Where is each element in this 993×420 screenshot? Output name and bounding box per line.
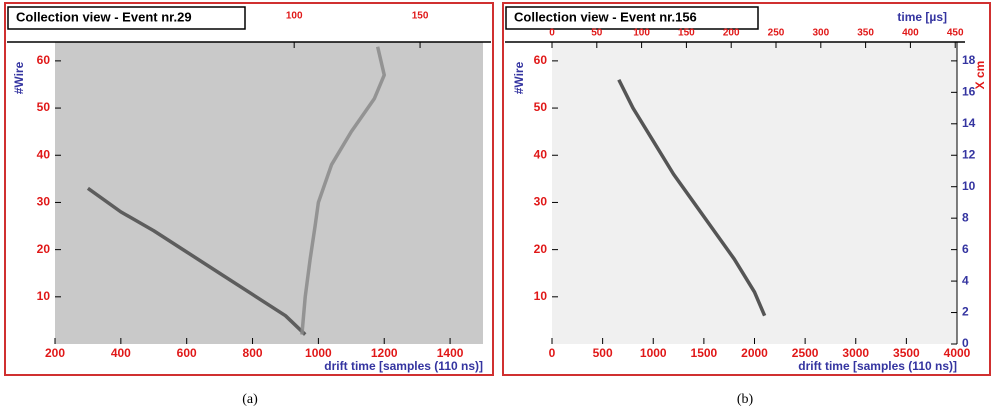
y-tick-label: 20: [534, 242, 548, 256]
y-tick-label: 20: [37, 242, 51, 256]
x2-tick-label: 350: [857, 28, 874, 39]
x-tick-label: 3000: [842, 346, 869, 360]
x-tick-label: 1200: [371, 346, 398, 360]
y2-tick-label: 2: [962, 305, 969, 319]
panel-title: Collection view - Event nr.29: [16, 9, 192, 24]
plot-area: [55, 42, 483, 344]
x2-axis-title: time [µs]: [897, 10, 947, 24]
x2-tick-label: 200: [723, 28, 740, 39]
x-tick-label: 1000: [640, 346, 667, 360]
x-axis-title: drift time [samples (110 ns)]: [324, 359, 483, 373]
x-tick-label: 1500: [691, 346, 718, 360]
x-tick-label: 400: [111, 346, 131, 360]
x2-tick-label: 150: [678, 28, 695, 39]
y-tick-label: 50: [534, 100, 548, 114]
panel-title: Collection view - Event nr.156: [514, 9, 697, 24]
x2-tick-label: 450: [947, 28, 964, 39]
caption: (a): [242, 392, 258, 407]
x2-tick-label: 0: [549, 28, 555, 39]
y2-tick-label: 18: [962, 53, 976, 67]
panel-border: [4, 2, 494, 376]
x2-tick-label: 250: [768, 28, 785, 39]
track: [86, 186, 307, 336]
x2-tick-label: 100: [633, 28, 650, 39]
track: [617, 78, 767, 317]
y2-tick-label: 4: [962, 273, 969, 287]
x-tick-label: 200: [45, 346, 65, 360]
plot-area: [552, 42, 957, 344]
y-tick-label: 60: [37, 53, 51, 67]
x-tick-label: 0: [549, 346, 556, 360]
track: [300, 46, 386, 335]
y-axis-title: #Wire: [512, 61, 526, 94]
x-tick-label: 1400: [437, 346, 464, 360]
y2-tick-label: 14: [962, 116, 976, 130]
y2-tick-label: 8: [962, 210, 969, 224]
y2-tick-label: 10: [962, 179, 976, 193]
y2-tick-label: 0: [962, 336, 969, 350]
y-tick-label: 10: [534, 289, 548, 303]
y-tick-label: 50: [37, 100, 51, 114]
caption: (b): [737, 392, 754, 407]
x-tick-label: 1000: [305, 346, 332, 360]
x2-tick-label: 400: [902, 28, 919, 39]
x-tick-label: 500: [593, 346, 613, 360]
y2-tick-label: 6: [962, 242, 969, 256]
title-box: [505, 6, 759, 30]
x-tick-label: 4000: [944, 346, 971, 360]
y-tick-label: 40: [534, 147, 548, 161]
x-tick-label: 2000: [741, 346, 768, 360]
x-tick-label: 800: [243, 346, 263, 360]
y2-tick-label: 16: [962, 85, 976, 99]
x-tick-label: 600: [177, 346, 197, 360]
y-tick-label: 30: [534, 195, 548, 209]
panel-border: [502, 2, 991, 376]
x-tick-label: 2500: [792, 346, 819, 360]
y-tick-label: 40: [37, 147, 51, 161]
x-axis-title: drift time [samples (110 ns)]: [798, 359, 957, 373]
x2-tick-label: 300: [812, 28, 829, 39]
x2-tick-label: 150: [412, 11, 429, 22]
x-tick-label: 3500: [893, 346, 920, 360]
y2-tick-label: 12: [962, 147, 976, 161]
x2-tick-label: 50: [591, 28, 603, 39]
y-tick-label: 60: [534, 53, 548, 67]
x2-tick-label: 100: [286, 11, 303, 22]
y2-axis-title: X cm: [973, 61, 987, 90]
title-box: [7, 6, 246, 30]
y-axis-title: #Wire: [12, 61, 26, 94]
y-tick-label: 30: [37, 195, 51, 209]
y-tick-label: 10: [37, 289, 51, 303]
